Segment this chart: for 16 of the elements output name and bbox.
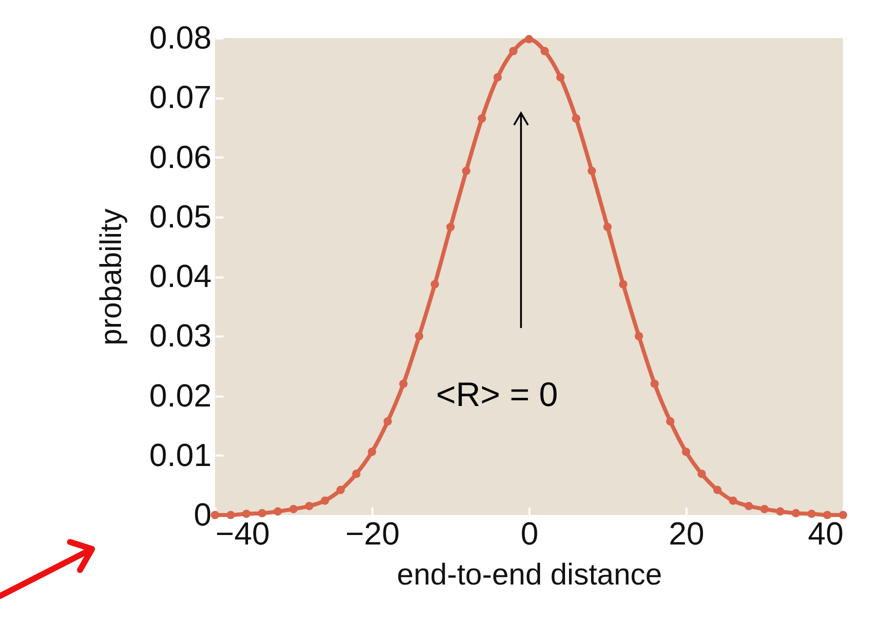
annotation: <R> = 0 [436,376,558,415]
x-axis-title: end-to-end distance [396,558,662,592]
x-tick-label: 0 [520,516,538,552]
y-axis-title: probability [95,208,128,346]
y-tick-label: 0.06 [149,138,212,175]
y-tick-label: 0.05 [149,198,212,234]
y-tick-label: 0.04 [149,258,212,294]
x-tick-label: −40 [216,516,270,552]
y-tick-label: 0.01 [149,436,212,473]
x-tick-label: 20 [668,516,704,552]
x-tick-label: 40 [808,516,844,552]
y-tick-label: 0.02 [149,377,212,414]
y-tick-label: 0.08 [149,20,212,56]
y-tick-label: 0.03 [149,318,212,354]
y-tick-label: 0.07 [149,79,212,116]
x-tick-label: −20 [345,516,400,552]
